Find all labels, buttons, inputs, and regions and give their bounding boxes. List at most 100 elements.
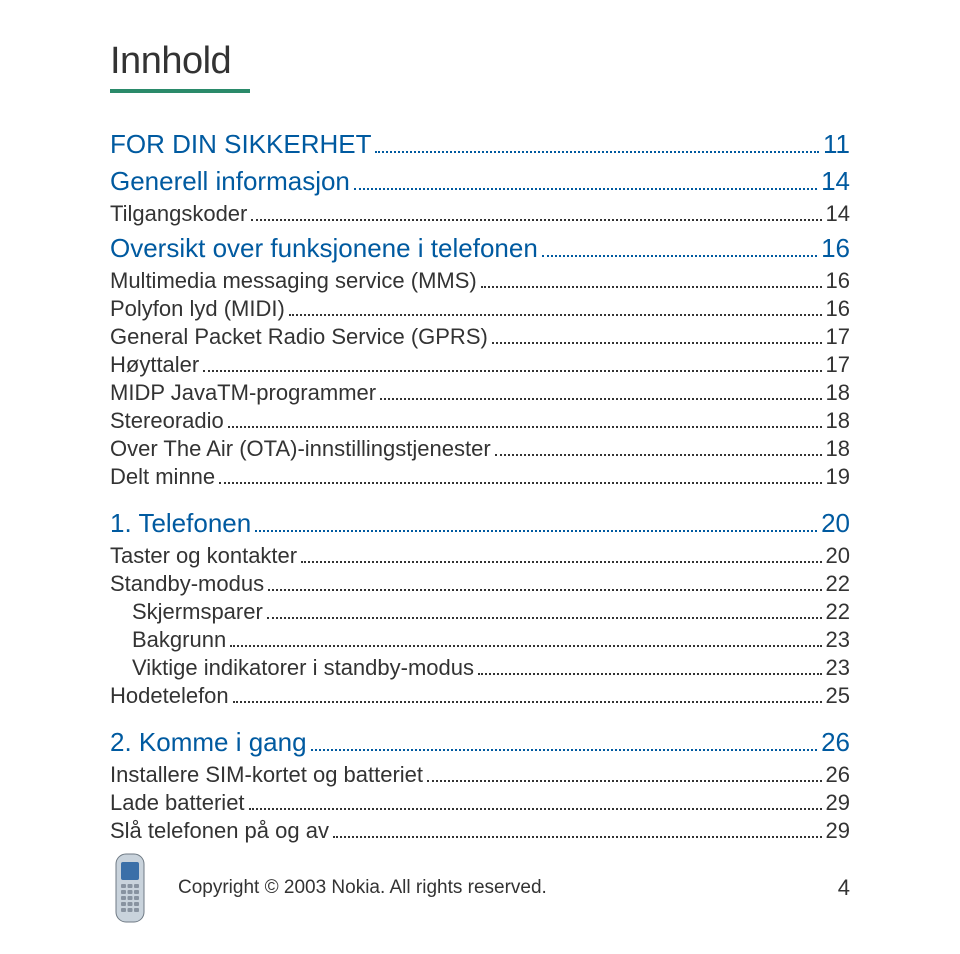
- toc-label: Over The Air (OTA)-innstillingstjenester: [110, 436, 491, 462]
- toc-entry[interactable]: Over The Air (OTA)-innstillingstjenester…: [110, 436, 850, 462]
- toc-label: 1. Telefonen: [110, 508, 251, 539]
- toc-label: Stereoradio: [110, 408, 224, 434]
- toc-leader-dots: [203, 354, 821, 372]
- toc-leader-dots: [333, 820, 822, 838]
- toc-label: Generell informasjon: [110, 166, 350, 197]
- copyright-text: Copyright © 2003 Nokia. All rights reser…: [178, 877, 838, 899]
- toc-entry[interactable]: Skjermsparer 22: [110, 599, 850, 625]
- toc-label: 2. Komme i gang: [110, 727, 307, 758]
- toc-label: General Packet Radio Service (GPRS): [110, 324, 488, 350]
- toc-entry[interactable]: Tilgangskoder 14: [110, 201, 850, 227]
- toc-page-number: 19: [826, 464, 850, 490]
- toc-entry[interactable]: Bakgrunn 23: [110, 627, 850, 653]
- toc-leader-dots: [478, 657, 822, 675]
- footer: Copyright © 2003 Nokia. All rights reser…: [110, 852, 850, 924]
- toc-leader-dots: [289, 298, 822, 316]
- toc-label: Oversikt over funksjonene i telefonen: [110, 233, 538, 264]
- toc-label: Multimedia messaging service (MMS): [110, 268, 477, 294]
- title-rule: [110, 89, 250, 93]
- toc-entry[interactable]: Slå telefonen på og av 29: [110, 818, 850, 844]
- toc-label: Lade batteriet: [110, 790, 245, 816]
- toc-page-number: 22: [826, 599, 850, 625]
- toc-page-number: 17: [826, 352, 850, 378]
- toc-leader-dots: [233, 685, 822, 703]
- toc-entry[interactable]: 2. Komme i gang 26: [110, 727, 850, 758]
- toc-page-number: 29: [826, 818, 850, 844]
- toc-leader-dots: [267, 601, 822, 619]
- page-title: Innhold: [110, 40, 850, 83]
- toc-leader-dots: [492, 326, 822, 344]
- toc-label: Viktige indikatorer i standby-modus: [132, 655, 474, 681]
- toc-leader-dots: [268, 573, 821, 591]
- toc-page-number: 20: [826, 543, 850, 569]
- toc-page-number: 23: [826, 627, 850, 653]
- toc-entry[interactable]: FOR DIN SIKKERHET 11: [110, 129, 850, 160]
- toc-entry[interactable]: MIDP JavaTM-programmer 18: [110, 380, 850, 406]
- phone-icon: [110, 852, 150, 924]
- toc-label: Slå telefonen på og av: [110, 818, 329, 844]
- toc-label: FOR DIN SIKKERHET: [110, 129, 371, 160]
- toc-label: Hodetelefon: [110, 683, 229, 709]
- toc-entry[interactable]: Delt minne 19: [110, 464, 850, 490]
- toc-leader-dots: [495, 438, 822, 456]
- toc-leader-dots: [251, 203, 821, 221]
- toc-leader-dots: [255, 511, 817, 532]
- document-page: Innhold FOR DIN SIKKERHET 11 Generell info…: [0, 0, 960, 954]
- toc-leader-dots: [301, 545, 821, 563]
- toc-page-number: 18: [826, 408, 850, 434]
- toc-label: Taster og kontakter: [110, 543, 297, 569]
- toc-entry[interactable]: Viktige indikatorer i standby-modus 23: [110, 655, 850, 681]
- toc-page-number: 14: [821, 166, 850, 197]
- toc-page-number: 16: [826, 296, 850, 322]
- toc-page-number: 16: [821, 233, 850, 264]
- toc-page-number: 23: [826, 655, 850, 681]
- toc-leader-dots: [380, 382, 821, 400]
- toc-entry[interactable]: Multimedia messaging service (MMS) 16: [110, 268, 850, 294]
- toc-entry[interactable]: Høyttaler 17: [110, 352, 850, 378]
- toc-leader-dots: [228, 410, 822, 428]
- toc-entry[interactable]: Installere SIM-kortet og batteriet 26: [110, 762, 850, 788]
- toc-page-number: 14: [826, 201, 850, 227]
- toc-label: MIDP JavaTM-programmer: [110, 380, 376, 406]
- toc-label: Bakgrunn: [132, 627, 226, 653]
- toc-entry[interactable]: 1. Telefonen 20: [110, 508, 850, 539]
- toc-label: Polyfon lyd (MIDI): [110, 296, 285, 322]
- toc-leader-dots: [481, 270, 822, 288]
- toc-page-number: 22: [826, 571, 850, 597]
- toc-entry[interactable]: Taster og kontakter 20: [110, 543, 850, 569]
- toc-leader-dots: [427, 764, 821, 782]
- toc-leader-dots: [375, 132, 819, 153]
- toc-page-number: 11: [823, 129, 850, 160]
- toc-entry[interactable]: Hodetelefon 25: [110, 683, 850, 709]
- toc-entry[interactable]: Stereoradio 18: [110, 408, 850, 434]
- toc-label: Skjermsparer: [132, 599, 263, 625]
- toc-entry[interactable]: General Packet Radio Service (GPRS) 17: [110, 324, 850, 350]
- toc-label: Høyttaler: [110, 352, 199, 378]
- toc-page-number: 29: [826, 790, 850, 816]
- toc-entry[interactable]: Generell informasjon 14: [110, 166, 850, 197]
- toc-page-number: 16: [826, 268, 850, 294]
- toc-page-number: 18: [826, 436, 850, 462]
- toc-page-number: 25: [826, 683, 850, 709]
- toc-label: Tilgangskoder: [110, 201, 247, 227]
- toc-label: Delt minne: [110, 464, 215, 490]
- toc-leader-dots: [230, 629, 821, 647]
- toc-page-number: 26: [821, 727, 850, 758]
- toc-entry[interactable]: Lade batteriet 29: [110, 790, 850, 816]
- toc-label: Installere SIM-kortet og batteriet: [110, 762, 423, 788]
- toc-entry[interactable]: Oversikt over funksjonene i telefonen 16: [110, 233, 850, 264]
- toc-page-number: 20: [821, 508, 850, 539]
- page-number: 4: [838, 875, 850, 901]
- toc-entry[interactable]: Standby-modus 22: [110, 571, 850, 597]
- toc-page-number: 18: [826, 380, 850, 406]
- toc-entry[interactable]: Polyfon lyd (MIDI) 16: [110, 296, 850, 322]
- toc-leader-dots: [311, 730, 818, 751]
- toc-page-number: 26: [826, 762, 850, 788]
- toc-leader-dots: [249, 792, 822, 810]
- toc-label: Standby-modus: [110, 571, 264, 597]
- table-of-contents: FOR DIN SIKKERHET 11 Generell informasjon 1…: [110, 129, 850, 844]
- toc-leader-dots: [354, 169, 817, 190]
- toc-leader-dots: [219, 466, 821, 484]
- toc-leader-dots: [542, 236, 817, 257]
- toc-page-number: 17: [826, 324, 850, 350]
